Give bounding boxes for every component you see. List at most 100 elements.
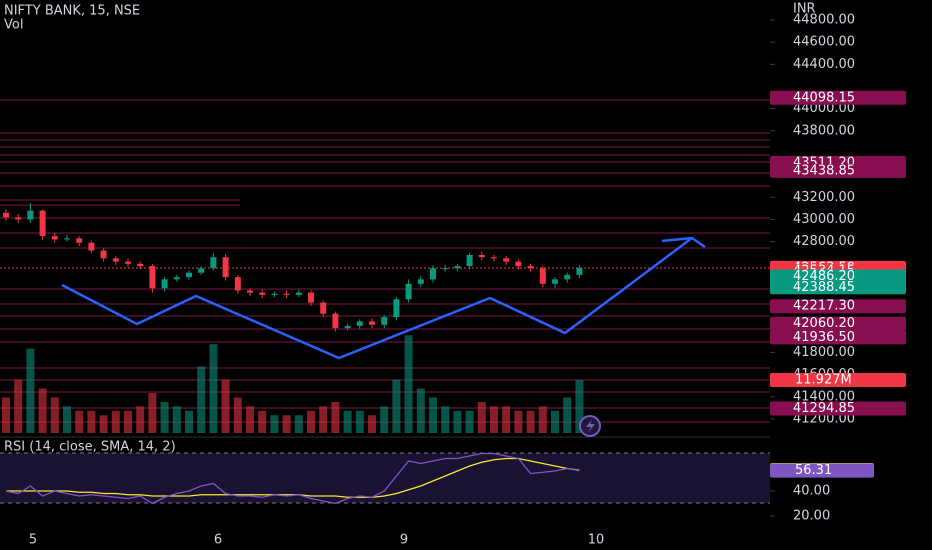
volume-bar (551, 410, 559, 433)
candle-body (100, 250, 107, 259)
candle-body (564, 274, 571, 280)
volume-bar (209, 344, 218, 433)
candle-body (161, 279, 168, 289)
alert-bolt (586, 419, 595, 433)
volume-bar (294, 415, 303, 433)
volume-bar (453, 410, 462, 433)
y-tick-label: 43000.00 (793, 212, 855, 227)
volume-bar (282, 415, 291, 433)
candle-body (552, 279, 558, 284)
volume-bar (368, 415, 376, 433)
volume-bar (343, 410, 352, 433)
candle-body (137, 263, 144, 267)
price-label: 42217.30 (793, 299, 855, 314)
candle-body (39, 210, 46, 237)
volume-bar (477, 401, 486, 433)
volume-bar (465, 410, 474, 433)
x-tick-label: 5 (29, 533, 37, 548)
candle-body (515, 261, 522, 267)
candle-body (393, 299, 400, 318)
y-tick-label: 43200.00 (793, 190, 855, 205)
volume-bar (172, 406, 181, 433)
price-label: 41294.85 (793, 401, 855, 416)
volume-bar (526, 410, 535, 433)
currency: INR (793, 2, 816, 17)
x-tick-label: 10 (588, 533, 605, 548)
volume-bar (331, 401, 340, 433)
y-tick-label: 42800.00 (793, 234, 855, 249)
volume-bar (38, 388, 47, 433)
candle-body (478, 254, 485, 258)
candle-body (51, 236, 58, 240)
marks (2, 202, 584, 505)
volume-bar (221, 379, 230, 433)
candle-body (3, 212, 9, 218)
candle-body (283, 293, 290, 295)
candle-body (210, 257, 217, 269)
volume-label: 11.927M (795, 373, 852, 388)
volume-bar (63, 406, 71, 433)
volume-bar (270, 415, 279, 433)
candle-body (381, 317, 388, 325)
volume-bar (404, 335, 413, 433)
price-label-box (770, 401, 906, 416)
candle-body (186, 272, 192, 278)
candle-body (247, 290, 253, 293)
candle-body (430, 268, 436, 280)
candle-body (88, 242, 95, 251)
volume-bar (14, 379, 23, 433)
rsi-value-box (770, 463, 874, 478)
candle-body (308, 292, 314, 303)
y-tick-label: 41800.00 (793, 345, 855, 360)
y-tick-label: 44600.00 (793, 35, 855, 50)
candle-body (149, 266, 156, 289)
candle-body (295, 292, 302, 295)
rsi-tick-label: 40.00 (793, 484, 830, 499)
y-tick-label: 43800.00 (793, 123, 855, 138)
candle-body (64, 238, 70, 240)
volume-bar (258, 410, 267, 433)
volume-bar (307, 410, 315, 433)
volume-bar (380, 406, 389, 433)
candle-body (15, 217, 22, 220)
volume-bar (26, 348, 35, 433)
candle-body (527, 266, 534, 269)
candle-body (332, 313, 339, 329)
candle-body (76, 238, 83, 243)
price-label-box (770, 316, 906, 331)
candle-body (576, 267, 583, 275)
volume-bar (575, 380, 584, 433)
volume-label-box (770, 373, 906, 388)
candle-body (454, 266, 461, 269)
volume-bar (160, 401, 169, 433)
price-label-box (770, 269, 906, 284)
volume-bar (355, 410, 364, 433)
price-label: 42486.20 (793, 269, 855, 284)
candle-body (27, 210, 34, 220)
price-label: 41936.50 (793, 330, 855, 345)
candle-body (356, 321, 363, 326)
candle-body (539, 268, 546, 284)
candle-body (466, 254, 473, 267)
volume-bar (99, 415, 108, 433)
volume-bar (148, 393, 157, 433)
volume-bar (392, 379, 401, 433)
candle-body (491, 257, 497, 259)
volume-bar (319, 406, 328, 433)
rsi-line (5, 452, 580, 505)
rsi-tick-label: 20.00 (793, 509, 830, 524)
volume-bar (185, 410, 193, 433)
volume-bar (87, 410, 96, 433)
price-label-box (770, 280, 906, 295)
x-tick-label: 6 (214, 533, 222, 548)
y-tick-label: 41400.00 (793, 389, 855, 404)
volume-bar (441, 406, 450, 433)
volume-bar (502, 406, 511, 433)
volume-bar (75, 410, 84, 433)
pattern-drawing (61, 236, 693, 360)
candle-body (320, 302, 327, 314)
volume-bar (233, 397, 242, 433)
y-tick-label: 44000.00 (793, 101, 855, 116)
volume-bar (416, 388, 425, 433)
